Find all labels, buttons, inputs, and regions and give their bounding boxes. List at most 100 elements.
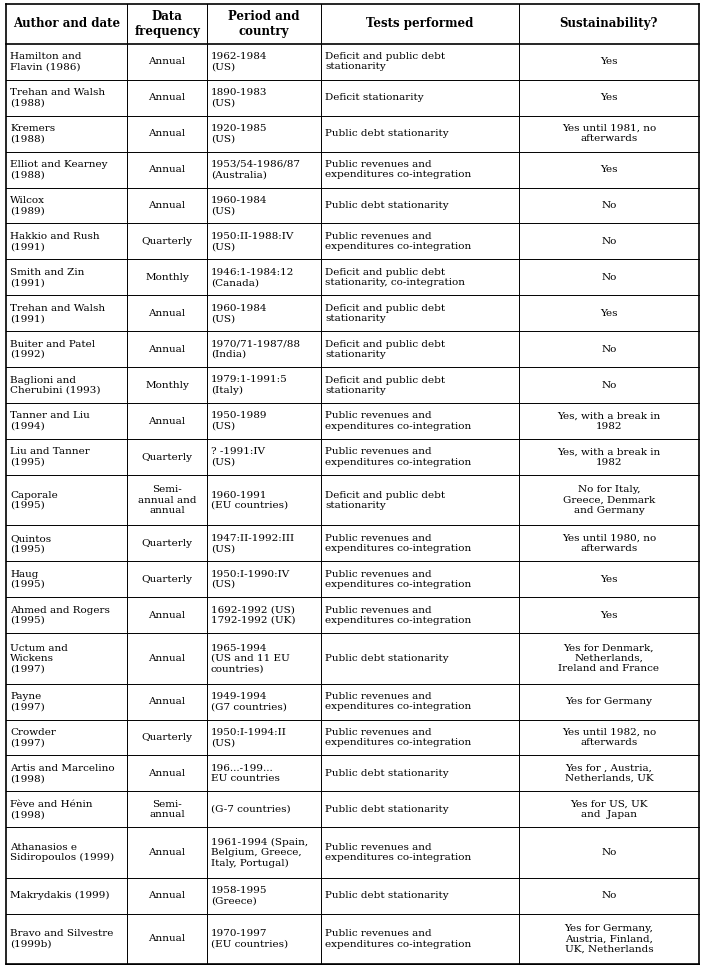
Text: Crowder
(1997): Crowder (1997) xyxy=(10,728,56,747)
Text: No: No xyxy=(601,892,617,900)
Text: No: No xyxy=(601,237,617,246)
Text: Annual: Annual xyxy=(149,129,185,138)
Text: Deficit stationarity: Deficit stationarity xyxy=(325,93,424,103)
Text: Bravo and Silvestre
(1999b): Bravo and Silvestre (1999b) xyxy=(10,929,114,949)
Text: Elliot and Kearney
(1988): Elliot and Kearney (1988) xyxy=(10,160,107,179)
Text: Yes, with a break in
1982: Yes, with a break in 1982 xyxy=(557,447,661,467)
Text: 1946:1-1984:12
(Canada): 1946:1-1984:12 (Canada) xyxy=(211,268,295,287)
Text: Kremers
(1988): Kremers (1988) xyxy=(10,124,55,143)
Text: 1960-1984
(US): 1960-1984 (US) xyxy=(211,304,267,323)
Text: 1950:I-1994:II
(US): 1950:I-1994:II (US) xyxy=(211,728,287,747)
Text: Hakkio and Rush
(1991): Hakkio and Rush (1991) xyxy=(10,231,99,251)
Text: No: No xyxy=(601,201,617,210)
Text: 1692-1992 (US)
1792-1992 (UK): 1692-1992 (US) 1792-1992 (UK) xyxy=(211,606,295,625)
Text: (G-7 countries): (G-7 countries) xyxy=(211,804,290,814)
Text: Yes until 1982, no
afterwards: Yes until 1982, no afterwards xyxy=(562,728,656,747)
Text: 1949-1994
(G7 countries): 1949-1994 (G7 countries) xyxy=(211,692,287,711)
Text: Yes: Yes xyxy=(600,166,618,174)
Text: Yes: Yes xyxy=(600,93,618,103)
Text: Annual: Annual xyxy=(149,345,185,353)
Text: Public revenues and
expenditures co-integration: Public revenues and expenditures co-inte… xyxy=(325,606,472,625)
Text: Annual: Annual xyxy=(149,769,185,778)
Text: Annual: Annual xyxy=(149,166,185,174)
Text: Deficit and public debt
stationarity: Deficit and public debt stationarity xyxy=(325,340,446,359)
Text: Artis and Marcelino
(1998): Artis and Marcelino (1998) xyxy=(10,764,115,783)
Text: Public revenues and
expenditures co-integration: Public revenues and expenditures co-inte… xyxy=(325,533,472,553)
Text: No: No xyxy=(601,273,617,282)
Text: Yes for , Austria,
Netherlands, UK: Yes for , Austria, Netherlands, UK xyxy=(565,764,654,783)
Text: Payne
(1997): Payne (1997) xyxy=(10,692,44,711)
Text: Hamilton and
Flavin (1986): Hamilton and Flavin (1986) xyxy=(10,52,82,72)
Text: 1960-1984
(US): 1960-1984 (US) xyxy=(211,196,267,215)
Text: 196...-199...
EU countries: 196...-199... EU countries xyxy=(211,764,280,783)
Text: Yes: Yes xyxy=(600,575,618,584)
Text: Semi-
annual: Semi- annual xyxy=(149,800,185,819)
Text: Public debt stationarity: Public debt stationarity xyxy=(325,769,449,778)
Text: Trehan and Walsh
(1991): Trehan and Walsh (1991) xyxy=(10,304,105,323)
Text: Public debt stationarity: Public debt stationarity xyxy=(325,654,449,663)
Text: Annual: Annual xyxy=(149,201,185,210)
Text: Deficit and public debt
stationarity: Deficit and public debt stationarity xyxy=(325,52,446,72)
Text: Yes, with a break in
1982: Yes, with a break in 1982 xyxy=(557,411,661,431)
Text: Annual: Annual xyxy=(149,697,185,706)
Text: 1947:II-1992:III
(US): 1947:II-1992:III (US) xyxy=(211,533,295,553)
Text: Fève and Hénin
(1998): Fève and Hénin (1998) xyxy=(10,800,92,819)
Text: 1920-1985
(US): 1920-1985 (US) xyxy=(211,124,267,143)
Text: Semi-
annual and
annual: Semi- annual and annual xyxy=(138,485,197,515)
Text: Tests performed: Tests performed xyxy=(367,17,474,30)
Text: 1979:1-1991:5
(Italy): 1979:1-1991:5 (Italy) xyxy=(211,376,288,395)
Text: Athanasios e
Sidiropoulos (1999): Athanasios e Sidiropoulos (1999) xyxy=(10,843,114,862)
Text: Public revenues and
expenditures co-integration: Public revenues and expenditures co-inte… xyxy=(325,411,472,431)
Text: No for Italy,
Greece, Denmark
and Germany: No for Italy, Greece, Denmark and German… xyxy=(563,485,655,515)
Text: Author and date: Author and date xyxy=(13,17,120,30)
Text: Makrydakis (1999): Makrydakis (1999) xyxy=(10,892,109,900)
Text: Yes: Yes xyxy=(600,57,618,66)
Text: Ahmed and Rogers
(1995): Ahmed and Rogers (1995) xyxy=(10,606,110,625)
Text: Yes for Germany,
Austria, Finland,
UK, Netherlands: Yes for Germany, Austria, Finland, UK, N… xyxy=(565,923,654,953)
Text: Deficit and public debt
stationarity: Deficit and public debt stationarity xyxy=(325,376,446,395)
Text: Period and
country: Period and country xyxy=(228,10,300,38)
Text: Annual: Annual xyxy=(149,93,185,103)
Text: Public debt stationarity: Public debt stationarity xyxy=(325,201,449,210)
Text: Deficit and public debt
stationarity, co-integration: Deficit and public debt stationarity, co… xyxy=(325,268,465,287)
Text: Public revenues and
expenditures co-integration: Public revenues and expenditures co-inte… xyxy=(325,231,472,251)
Text: Yes: Yes xyxy=(600,611,618,620)
Text: Quarterly: Quarterly xyxy=(142,539,192,548)
Text: 1970-1997
(EU countries): 1970-1997 (EU countries) xyxy=(211,929,288,949)
Text: 1960-1991
(EU countries): 1960-1991 (EU countries) xyxy=(211,491,288,510)
Text: Data
frequency: Data frequency xyxy=(134,10,200,38)
Text: Annual: Annual xyxy=(149,57,185,66)
Text: Yes until 1981, no
afterwards: Yes until 1981, no afterwards xyxy=(562,124,656,143)
Text: Quarterly: Quarterly xyxy=(142,733,192,742)
Text: Public revenues and
expenditures co-integration: Public revenues and expenditures co-inte… xyxy=(325,728,472,747)
Text: Public debt stationarity: Public debt stationarity xyxy=(325,129,449,138)
Text: 1961-1994 (Spain,
Belgium, Greece,
Italy, Portugal): 1961-1994 (Spain, Belgium, Greece, Italy… xyxy=(211,837,308,867)
Text: Wilcox
(1989): Wilcox (1989) xyxy=(10,196,45,215)
Text: Quarterly: Quarterly xyxy=(142,237,192,246)
Text: 1950:I-1990:IV
(US): 1950:I-1990:IV (US) xyxy=(211,569,290,590)
Text: Monthly: Monthly xyxy=(145,380,189,390)
Text: 1970/71-1987/88
(India): 1970/71-1987/88 (India) xyxy=(211,340,301,359)
Text: Yes for Denmark,
Netherlands,
Ireland and France: Yes for Denmark, Netherlands, Ireland an… xyxy=(558,644,659,674)
Text: 1890-1983
(US): 1890-1983 (US) xyxy=(211,88,267,107)
Text: Public revenues and
expenditures co-integration: Public revenues and expenditures co-inte… xyxy=(325,447,472,467)
Text: Smith and Zin
(1991): Smith and Zin (1991) xyxy=(10,268,85,287)
Text: Public revenues and
expenditures co-integration: Public revenues and expenditures co-inte… xyxy=(325,160,472,179)
Text: 1950-1989
(US): 1950-1989 (US) xyxy=(211,411,267,431)
Text: Haug
(1995): Haug (1995) xyxy=(10,569,44,590)
Text: Tanner and Liu
(1994): Tanner and Liu (1994) xyxy=(10,411,90,431)
Text: Annual: Annual xyxy=(149,611,185,620)
Text: Public debt stationarity: Public debt stationarity xyxy=(325,804,449,814)
Text: Yes for Germany: Yes for Germany xyxy=(565,697,652,706)
Text: Public debt stationarity: Public debt stationarity xyxy=(325,892,449,900)
Text: Quarterly: Quarterly xyxy=(142,453,192,462)
Text: Caporale
(1995): Caporale (1995) xyxy=(10,491,58,510)
Text: Annual: Annual xyxy=(149,934,185,944)
Text: 1962-1984
(US): 1962-1984 (US) xyxy=(211,52,267,72)
Text: 1965-1994
(US and 11 EU
countries): 1965-1994 (US and 11 EU countries) xyxy=(211,644,290,674)
Text: Uctum and
Wickens
(1997): Uctum and Wickens (1997) xyxy=(10,644,68,674)
Text: Annual: Annual xyxy=(149,848,185,857)
Text: Public revenues and
expenditures co-integration: Public revenues and expenditures co-inte… xyxy=(325,569,472,590)
Text: Liu and Tanner
(1995): Liu and Tanner (1995) xyxy=(10,447,90,467)
Text: Deficit and public debt
stationarity: Deficit and public debt stationarity xyxy=(325,304,446,323)
